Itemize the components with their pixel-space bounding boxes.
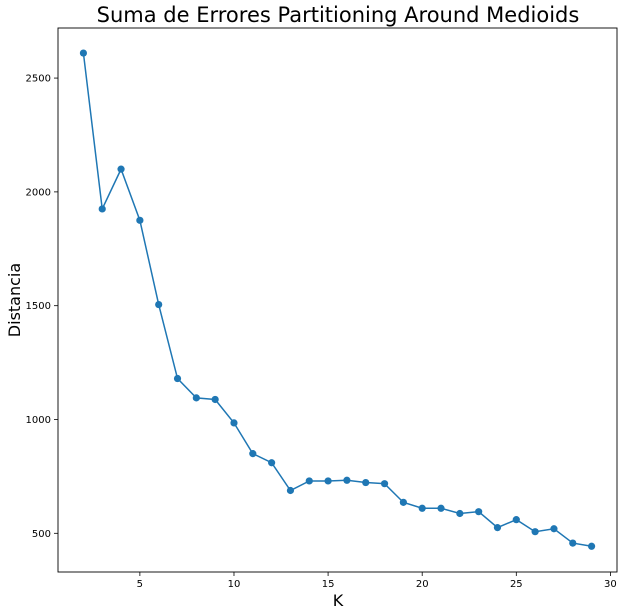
data-point bbox=[493, 524, 502, 532]
data-point bbox=[268, 459, 276, 467]
data-point bbox=[550, 525, 558, 533]
x-tick-label: 15 bbox=[322, 579, 335, 590]
plot-area-frame bbox=[57, 27, 618, 573]
y-tick-label: 1500 bbox=[26, 301, 51, 312]
chart-title: Suma de Errores Partitioning Around Medi… bbox=[97, 3, 580, 27]
x-tick-label: 30 bbox=[604, 579, 617, 590]
x-tick-label: 25 bbox=[510, 579, 523, 590]
data-point bbox=[155, 300, 163, 309]
data-point bbox=[286, 486, 295, 495]
data-series bbox=[79, 49, 596, 550]
x-axis: 5 10 15 20 25 30 bbox=[137, 572, 617, 590]
data-point bbox=[587, 542, 596, 550]
data-point bbox=[211, 395, 219, 404]
data-point bbox=[512, 516, 520, 524]
data-point bbox=[79, 49, 88, 57]
data-point bbox=[362, 478, 370, 487]
data-point bbox=[380, 480, 389, 488]
y-axis: 500 1000 1500 2000 2500 bbox=[26, 74, 58, 540]
data-point bbox=[230, 419, 238, 427]
y-tick-label: 2500 bbox=[26, 74, 51, 85]
x-tick-label: 20 bbox=[416, 579, 429, 590]
data-point bbox=[136, 216, 144, 224]
series-line bbox=[82, 52, 592, 548]
x-axis-label: K bbox=[333, 591, 344, 610]
data-point bbox=[531, 528, 539, 536]
data-point bbox=[475, 508, 483, 516]
y-tick-label: 2000 bbox=[26, 187, 51, 198]
y-tick-label: 1000 bbox=[26, 415, 51, 426]
data-point bbox=[456, 509, 464, 518]
data-point bbox=[437, 504, 445, 512]
data-point bbox=[173, 374, 182, 383]
data-point bbox=[324, 477, 332, 485]
y-axis-label: Distancia bbox=[5, 263, 24, 337]
data-point bbox=[98, 205, 106, 213]
data-point bbox=[399, 498, 407, 506]
x-tick-label: 5 bbox=[137, 579, 143, 590]
data-point bbox=[192, 394, 200, 402]
data-point bbox=[305, 477, 313, 485]
data-point bbox=[343, 476, 351, 484]
data-point bbox=[117, 165, 125, 173]
data-point bbox=[418, 504, 426, 512]
data-point bbox=[569, 539, 577, 547]
data-point bbox=[249, 450, 257, 458]
x-tick-label: 10 bbox=[228, 579, 241, 590]
y-tick-label: 500 bbox=[32, 529, 51, 540]
